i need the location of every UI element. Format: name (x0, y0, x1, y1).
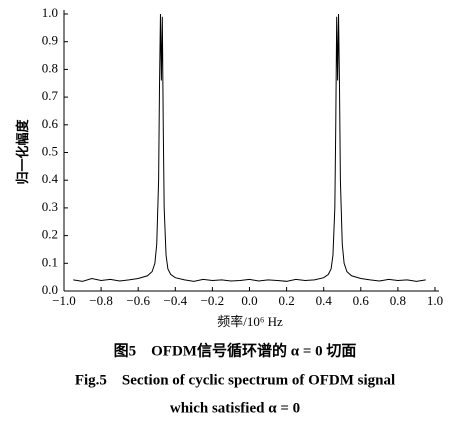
caption-en: Fig.5 Section of cyclic spectrum of OFDM… (75, 372, 395, 388)
x-tick-label: 0.8 (390, 293, 406, 308)
y-tick-label: 0.0 (42, 282, 58, 297)
x-tick-label: 0.2 (278, 293, 294, 308)
line-series (73, 13, 426, 282)
x-tick-label: 0.4 (316, 293, 333, 308)
x-tick-label: 0.0 (241, 293, 257, 308)
y-tick-label: 0.1 (42, 254, 58, 269)
x-axis-label: 频率/10⁶ Hz (217, 314, 283, 329)
x-tick-label: −1.0 (52, 293, 76, 308)
y-tick-label: 1.0 (42, 5, 58, 20)
y-axis-label: 归一化幅度 (15, 119, 30, 185)
y-tick-label: 0.7 (42, 88, 59, 103)
caption-cn: 图5 OFDM信号循环谱的 α = 0 切面 (114, 341, 357, 359)
x-tick-label: −0.8 (89, 293, 113, 308)
y-tick-label: 0.6 (42, 116, 59, 131)
y-tick-label: 0.3 (42, 199, 58, 214)
caption-en-2: which satisfied α = 0 (170, 400, 300, 416)
x-tick-label: −0.6 (126, 293, 150, 308)
x-tick-label: −0.2 (201, 293, 225, 308)
y-tick-label: 0.9 (42, 33, 58, 48)
y-tick-label: 0.4 (42, 171, 59, 186)
y-tick-label: 0.5 (42, 143, 58, 158)
x-tick-label: 0.6 (353, 293, 370, 308)
x-tick-label: −0.4 (164, 293, 188, 308)
y-tick-label: 0.2 (42, 227, 58, 242)
x-tick-label: 1.0 (427, 293, 443, 308)
y-tick-label: 0.8 (42, 60, 58, 75)
